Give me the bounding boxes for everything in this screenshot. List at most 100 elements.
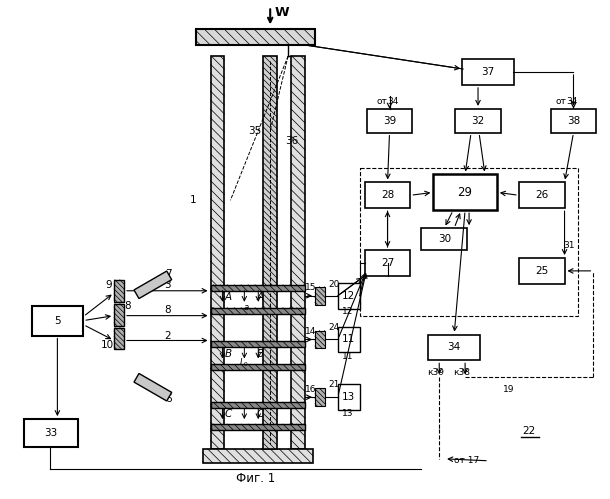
Text: от: от <box>376 97 387 106</box>
Bar <box>203 449 313 463</box>
Bar <box>114 280 124 302</box>
Text: 2: 2 <box>165 330 171 340</box>
Bar <box>422 228 467 250</box>
Bar <box>210 424 305 430</box>
Bar <box>24 419 78 447</box>
Bar <box>360 169 578 316</box>
Bar <box>291 56 305 449</box>
Bar <box>114 304 124 325</box>
Text: A: A <box>225 292 232 302</box>
Text: 34: 34 <box>387 97 398 106</box>
Bar <box>518 182 564 208</box>
Bar <box>210 341 305 347</box>
Text: 19: 19 <box>503 385 515 394</box>
Bar <box>367 109 412 133</box>
Bar <box>315 388 325 406</box>
Text: 26: 26 <box>535 190 548 200</box>
Text: 13: 13 <box>342 409 354 418</box>
Text: 34: 34 <box>448 342 461 352</box>
Bar <box>210 424 305 430</box>
Text: 6: 6 <box>165 394 172 404</box>
Bar <box>365 250 411 276</box>
Bar <box>210 402 305 408</box>
Bar <box>551 109 597 133</box>
Text: B: B <box>225 349 232 359</box>
Bar <box>210 364 305 370</box>
Text: от: от <box>555 97 566 106</box>
Text: 28: 28 <box>381 190 394 200</box>
Bar <box>114 327 124 349</box>
Text: C: C <box>225 409 232 419</box>
Text: 21: 21 <box>328 380 340 389</box>
Bar <box>264 56 277 449</box>
Text: 35: 35 <box>249 126 262 136</box>
Bar <box>462 59 514 85</box>
Bar <box>196 29 315 45</box>
Bar <box>315 388 325 406</box>
Bar <box>428 334 480 360</box>
Text: B: B <box>257 349 264 359</box>
Text: $L_0$: $L_0$ <box>239 356 249 369</box>
Text: 15: 15 <box>305 283 317 292</box>
Bar <box>210 285 305 291</box>
Bar <box>210 56 224 449</box>
Bar <box>114 304 124 325</box>
Text: 20: 20 <box>328 280 340 289</box>
Text: W: W <box>275 6 289 19</box>
Bar <box>196 29 315 45</box>
Bar <box>264 56 277 449</box>
Bar <box>210 56 224 449</box>
Text: 3: 3 <box>165 280 171 290</box>
Text: Фиг. 1: Фиг. 1 <box>235 472 275 485</box>
Bar <box>210 308 305 314</box>
Text: 36: 36 <box>285 136 299 146</box>
Text: к39: к39 <box>427 368 443 377</box>
Bar <box>518 258 564 284</box>
Text: 22: 22 <box>522 426 536 436</box>
Text: 11: 11 <box>342 352 354 361</box>
Text: к38: к38 <box>453 368 470 377</box>
Bar <box>365 182 411 208</box>
Text: 16: 16 <box>305 385 317 394</box>
Bar <box>315 330 325 348</box>
Text: C: C <box>257 409 264 419</box>
Text: 25: 25 <box>535 266 548 276</box>
Text: 9: 9 <box>106 280 112 290</box>
Bar <box>210 364 305 370</box>
Bar <box>210 341 305 347</box>
Text: 39: 39 <box>383 116 396 126</box>
Text: 5: 5 <box>54 315 61 326</box>
Text: 37: 37 <box>481 67 495 77</box>
Text: 31: 31 <box>564 241 575 250</box>
Text: 8: 8 <box>124 301 131 311</box>
Bar <box>210 402 305 408</box>
Bar <box>210 285 305 291</box>
Bar <box>114 280 124 302</box>
Bar <box>291 56 305 449</box>
Text: 7: 7 <box>165 269 172 279</box>
Bar <box>315 330 325 348</box>
Bar <box>433 175 497 210</box>
Bar <box>338 326 360 352</box>
Text: 14: 14 <box>305 327 317 336</box>
Polygon shape <box>134 373 171 401</box>
Text: от 17: от 17 <box>454 456 479 465</box>
Text: 12: 12 <box>342 291 356 301</box>
Text: 11: 11 <box>342 334 356 344</box>
Text: 34: 34 <box>566 97 577 106</box>
Bar <box>455 109 501 133</box>
Bar <box>338 384 360 410</box>
Bar <box>315 287 325 305</box>
Text: 13: 13 <box>342 392 356 402</box>
Text: 27: 27 <box>381 258 394 268</box>
Bar <box>32 306 83 335</box>
Bar <box>315 287 325 305</box>
Bar <box>210 308 305 314</box>
Text: a: a <box>244 303 249 312</box>
Text: 1: 1 <box>190 195 197 205</box>
Text: 33: 33 <box>44 428 57 438</box>
Text: 10: 10 <box>101 340 113 350</box>
Text: 8: 8 <box>165 305 171 315</box>
Text: 32: 32 <box>472 116 485 126</box>
Text: 24: 24 <box>328 323 339 332</box>
